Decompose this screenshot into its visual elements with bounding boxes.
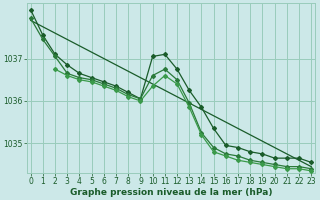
X-axis label: Graphe pression niveau de la mer (hPa): Graphe pression niveau de la mer (hPa) bbox=[70, 188, 272, 197]
